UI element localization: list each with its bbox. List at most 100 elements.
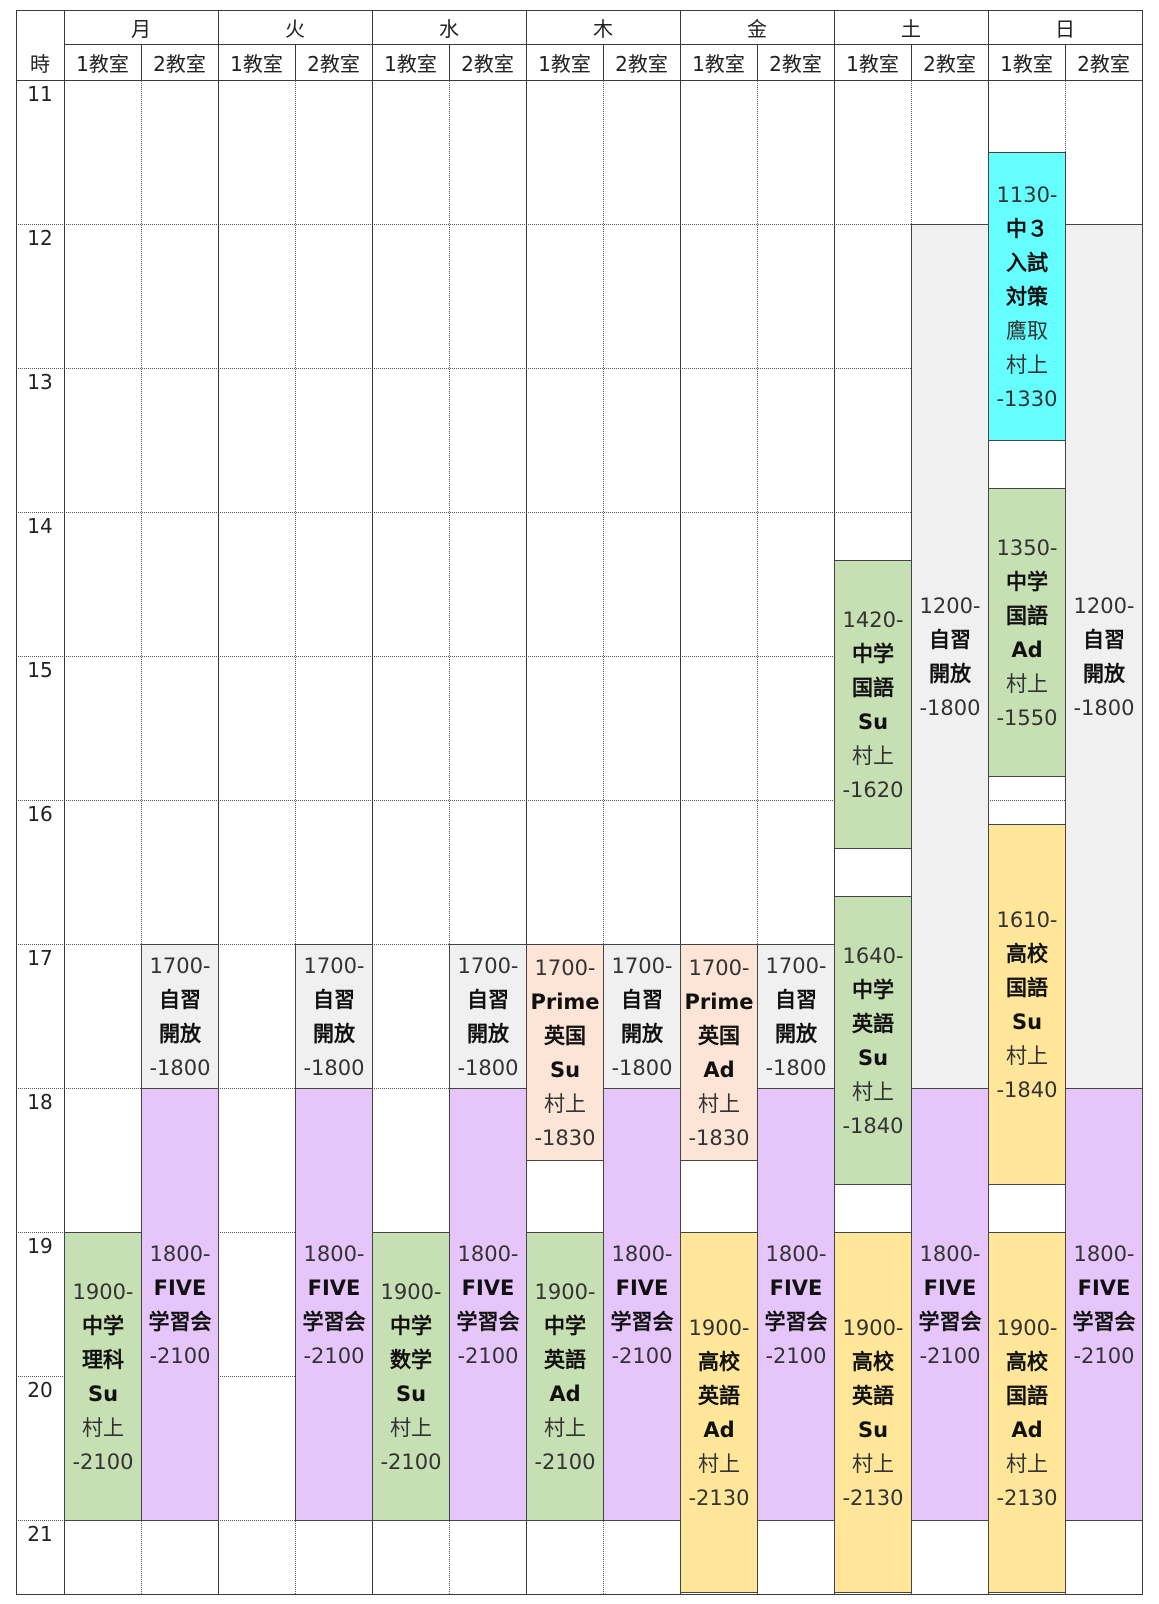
block-subject: FIVE bbox=[1077, 1275, 1131, 1300]
block-subject: 開放 bbox=[159, 1021, 201, 1046]
block-subject: FIVE bbox=[923, 1275, 977, 1300]
block-subject: Ad bbox=[703, 1057, 735, 1082]
block-subject: 自習 bbox=[929, 627, 971, 652]
block-time: 1130- bbox=[996, 182, 1058, 207]
block-time: -2100 bbox=[72, 1449, 134, 1474]
room-header: 1教室 bbox=[384, 51, 437, 76]
room-header: 2教室 bbox=[769, 51, 822, 76]
block-subject: 開放 bbox=[467, 1021, 509, 1046]
block-subject: 高校 bbox=[1006, 1349, 1048, 1374]
day-header: 水 bbox=[439, 16, 459, 41]
block-time: 1700- bbox=[688, 955, 750, 980]
block-subject: Su bbox=[857, 1045, 889, 1070]
grid-line-room bbox=[449, 80, 450, 1594]
block-time: -2100 bbox=[611, 1343, 673, 1368]
block-time: -2100 bbox=[765, 1343, 827, 1368]
class-block-sat-r1-kokugo: 1420- 中学 国語 Su 村上 -1620 bbox=[834, 560, 912, 849]
block-subject: 英国 bbox=[544, 1023, 586, 1048]
block-time: -2100 bbox=[303, 1343, 365, 1368]
block-time: -1800 bbox=[611, 1055, 673, 1080]
block-subject: 中学 bbox=[852, 641, 894, 666]
class-block-thu-r2-five: 1800- FIVE 学習会 -2100 bbox=[603, 1088, 681, 1521]
room-header: 1教室 bbox=[230, 51, 283, 76]
day-header: 金 bbox=[747, 16, 767, 41]
block-teacher: 村上 bbox=[852, 743, 894, 768]
hour-label: 18 bbox=[27, 1090, 53, 1114]
block-subject: 学習会 bbox=[764, 1309, 828, 1334]
block-time: -1830 bbox=[534, 1125, 596, 1150]
block-time: 1700- bbox=[149, 953, 211, 978]
room-header: 1教室 bbox=[692, 51, 745, 76]
block-subject: 国語 bbox=[1006, 603, 1048, 628]
hour-label: 17 bbox=[27, 946, 53, 970]
block-subject: 学習会 bbox=[610, 1309, 674, 1334]
block-time: 1700- bbox=[534, 955, 596, 980]
room-header: 2教室 bbox=[1077, 51, 1130, 76]
block-teacher: 村上 bbox=[1006, 1451, 1048, 1476]
block-subject: 理科 bbox=[82, 1347, 124, 1372]
class-block-sat-r2-five: 1800- FIVE 学習会 -2100 bbox=[911, 1088, 989, 1521]
block-subject: 自習 bbox=[159, 987, 201, 1012]
class-block-fri-r1-prime: 1700- Prime 英国 Ad 村上 -1830 bbox=[680, 944, 758, 1161]
grid-line-hour bbox=[16, 368, 1143, 369]
block-subject: Su bbox=[87, 1381, 119, 1406]
block-time: 1800- bbox=[303, 1241, 365, 1266]
room-header: 2教室 bbox=[615, 51, 668, 76]
block-subject: 自習 bbox=[621, 987, 663, 1012]
block-subject: 中学 bbox=[390, 1313, 432, 1338]
grid-line-room bbox=[295, 80, 296, 1594]
block-time: -2130 bbox=[842, 1485, 904, 1510]
block-time: -1800 bbox=[765, 1055, 827, 1080]
block-time: 1350- bbox=[996, 535, 1058, 560]
room-header: 2教室 bbox=[461, 51, 514, 76]
block-subject: 学習会 bbox=[918, 1309, 982, 1334]
room-header: 2教室 bbox=[923, 51, 976, 76]
block-subject: 国語 bbox=[852, 675, 894, 700]
class-block-sun-r1-entrance: 1130- 中３ 入試 対策 鷹取 村上 -1330 bbox=[988, 152, 1066, 441]
block-subject: 自習 bbox=[1083, 627, 1125, 652]
block-subject: 自習 bbox=[467, 987, 509, 1012]
block-time: -1800 bbox=[919, 695, 981, 720]
block-time: -2100 bbox=[380, 1449, 442, 1474]
block-time: 1800- bbox=[149, 1241, 211, 1266]
grid-line-room-header bbox=[449, 44, 450, 80]
block-teacher: 村上 bbox=[852, 1451, 894, 1476]
block-time: 1800- bbox=[919, 1241, 981, 1266]
class-block-mon-r1-science: 1900- 中学 理科 Su 村上 -2100 bbox=[64, 1232, 142, 1521]
block-time: -1830 bbox=[688, 1125, 750, 1150]
block-subject: 中学 bbox=[82, 1313, 124, 1338]
block-time: -1550 bbox=[996, 705, 1058, 730]
block-teacher: 村上 bbox=[544, 1091, 586, 1116]
block-subject: 国語 bbox=[1006, 1383, 1048, 1408]
block-teacher: 村上 bbox=[698, 1451, 740, 1476]
block-time: -2130 bbox=[996, 1485, 1058, 1510]
grid-line-day bbox=[218, 10, 219, 1594]
block-subject: Su bbox=[857, 709, 889, 734]
grid-line-room bbox=[603, 80, 604, 1594]
block-teacher: 鷹取 bbox=[1006, 318, 1048, 343]
block-time: -2100 bbox=[919, 1343, 981, 1368]
block-time: 1700- bbox=[303, 953, 365, 978]
block-time: -1620 bbox=[842, 777, 904, 802]
block-time: 1900- bbox=[72, 1279, 134, 1304]
block-subject: FIVE bbox=[153, 1275, 207, 1300]
block-time: -2100 bbox=[457, 1343, 519, 1368]
grid-line-left bbox=[16, 10, 17, 1594]
block-time: -1800 bbox=[303, 1055, 365, 1080]
day-header: 火 bbox=[285, 16, 305, 41]
grid-line-room-header bbox=[911, 44, 912, 80]
grid-line-header-bottom bbox=[16, 80, 1143, 81]
block-subject: Ad bbox=[703, 1417, 735, 1442]
block-time: 1900- bbox=[996, 1315, 1058, 1340]
room-header: 1教室 bbox=[1000, 51, 1053, 76]
block-time: -1840 bbox=[842, 1113, 904, 1138]
block-time: -1800 bbox=[457, 1055, 519, 1080]
block-subject: Ad bbox=[1011, 1417, 1043, 1442]
block-subject: 開放 bbox=[621, 1021, 663, 1046]
block-subject: 英語 bbox=[544, 1347, 586, 1372]
hour-label: 15 bbox=[27, 658, 53, 682]
block-time: 1800- bbox=[457, 1241, 519, 1266]
block-subject: 対策 bbox=[1006, 284, 1048, 309]
block-subject: 英語 bbox=[852, 1383, 894, 1408]
